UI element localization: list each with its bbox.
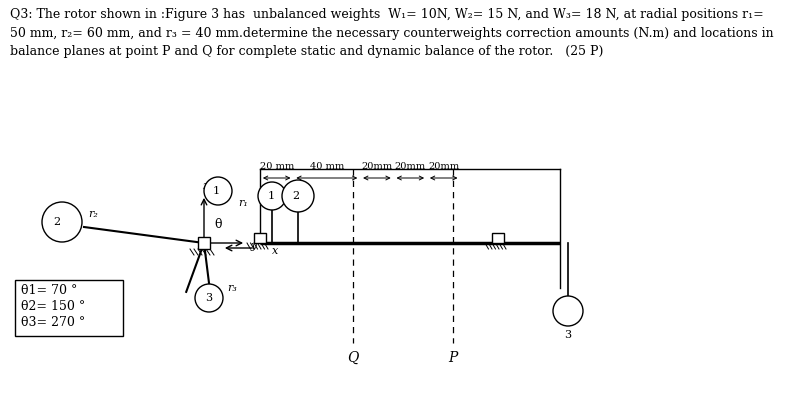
Text: θ1= 70 °: θ1= 70 ° [21,284,77,297]
Bar [254,233,266,243]
Text: 1: 1 [267,191,274,201]
Bar [15,280,123,336]
Text: P: P [448,351,458,365]
Circle shape [282,180,314,212]
Text: 3: 3 [205,293,213,303]
Text: y: y [250,241,257,251]
Text: 2: 2 [54,217,61,227]
Text: 20mm: 20mm [362,162,392,171]
Text: 3: 3 [565,330,572,340]
Text: 1: 1 [213,186,220,196]
Text: Q: Q [347,351,358,365]
Circle shape [258,182,286,210]
Circle shape [42,202,82,242]
Text: 20mm: 20mm [428,162,460,171]
Circle shape [553,296,583,326]
Circle shape [204,177,232,205]
Text: 40 mm: 40 mm [310,162,344,171]
Text: 2: 2 [293,191,300,201]
Text: θ3= 270 °: θ3= 270 ° [21,316,85,329]
Text: 20mm: 20mm [395,162,426,171]
Text: 20 mm: 20 mm [260,162,294,171]
Text: θ2= 150 °: θ2= 150 ° [21,301,85,314]
Text: r₃: r₃ [227,283,237,293]
Text: r₁: r₁ [238,198,248,208]
Text: Q3: The rotor shown in :Figure 3 has  unbalanced weights  W₁= 10N, W₂= 15 N, and: Q3: The rotor shown in :Figure 3 has unb… [10,8,774,58]
Bar [492,233,504,243]
Text: θ: θ [214,218,221,231]
Text: r₂: r₂ [88,209,98,219]
Bar [198,237,210,249]
Circle shape [195,284,223,312]
Text: x: x [272,246,278,256]
Text: z: z [202,181,208,191]
